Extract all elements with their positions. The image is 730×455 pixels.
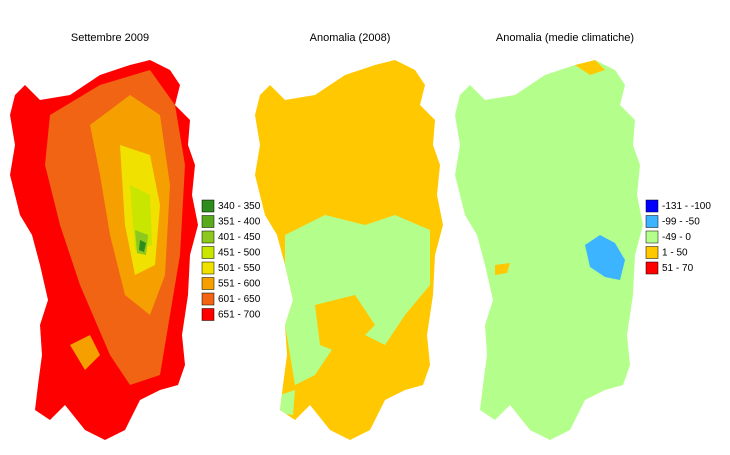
legend-label: 501 - 550 <box>218 263 261 274</box>
legend-swatch <box>201 215 215 228</box>
legend-swatch <box>201 246 215 259</box>
map-title: Settembre 2009 <box>71 32 149 44</box>
legend-label: -131 - -100 <box>662 201 711 212</box>
map-region <box>575 60 605 75</box>
legend-label: -49 - 0 <box>662 232 691 243</box>
legend: 340 - 350 351 - 400 401 - 450 451 - 500 501 … <box>201 199 261 321</box>
legend-label: 451 - 500 <box>218 248 261 259</box>
legend-label: 401 - 450 <box>218 232 261 243</box>
legend-label: 1 - 50 <box>662 248 688 259</box>
map-region <box>139 240 146 252</box>
map-anomaly-2008 <box>255 60 443 440</box>
legend-swatch <box>645 261 659 275</box>
legend-swatch <box>201 261 215 275</box>
legend-swatch <box>201 277 215 290</box>
map-region <box>70 335 100 370</box>
map-title: Anomalia (2008) <box>310 32 391 44</box>
legend-label: 651 - 700 <box>218 310 261 321</box>
legend-label: 601 - 650 <box>218 294 261 305</box>
legend-label: -99 - -50 <box>662 217 700 228</box>
map-region <box>315 295 375 355</box>
map-region <box>495 263 510 275</box>
legend-label: 551 - 600 <box>218 279 261 290</box>
legend-swatch <box>645 230 659 244</box>
map-title: Anomalia (medie climatiche) <box>496 32 634 44</box>
legend-swatch <box>201 292 215 306</box>
map-region <box>60 175 90 215</box>
legend-swatch <box>201 308 215 321</box>
legend-swatch <box>645 199 659 213</box>
legend-label: 340 - 350 <box>218 201 261 212</box>
legend-swatch <box>645 215 659 228</box>
legend: -131 - -100 -99 - -50 -49 - 0 1 - 50 51 - 70 <box>645 199 711 275</box>
legend-label: 351 - 400 <box>218 217 261 228</box>
legend-label: 51 - 70 <box>662 263 694 274</box>
legend-swatch <box>201 230 215 244</box>
legend-swatch <box>645 246 659 259</box>
map-region <box>280 390 295 415</box>
map-region <box>585 235 625 280</box>
legend-swatch <box>201 199 215 213</box>
map-elevation <box>10 60 198 440</box>
map-anomaly-climate <box>455 60 643 440</box>
